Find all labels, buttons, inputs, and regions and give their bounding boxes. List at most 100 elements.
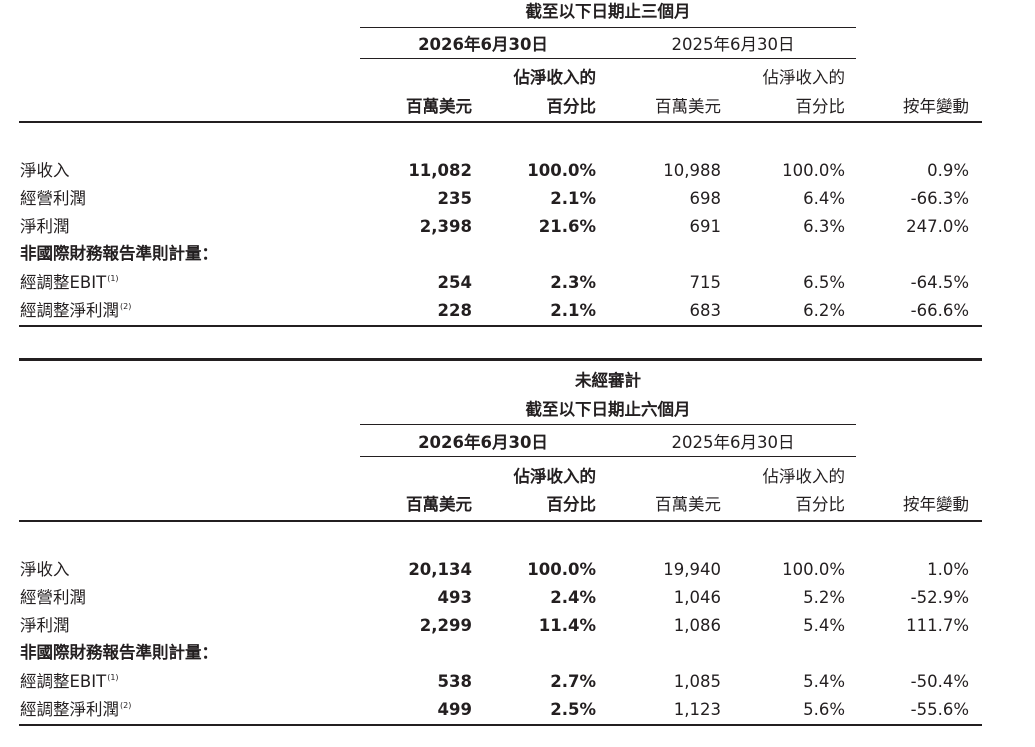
cur-amount: 2,299 xyxy=(419,616,472,635)
cur-pct-header-line1: 佔淨收入的 xyxy=(513,467,597,486)
row-label: 經調整EBIT(1) xyxy=(20,672,119,691)
prior-pct: 5.2% xyxy=(803,588,845,607)
prior-amount: 1,123 xyxy=(673,700,721,719)
cur-amount: 2,398 xyxy=(419,217,472,236)
current-date-header: 2026年6月30日 xyxy=(418,35,548,54)
footnote-ref: (2) xyxy=(120,701,132,710)
cur-amount: 11,082 xyxy=(408,161,472,180)
footnote-ref: (1) xyxy=(107,274,119,283)
cur-amount-header: 百萬美元 xyxy=(406,97,472,116)
prior-amount: 1,086 xyxy=(673,616,721,635)
cur-amount: 254 xyxy=(437,273,472,292)
row-label-text: 經調整淨利潤 xyxy=(20,700,119,719)
prior-date-header: 2025年6月30日 xyxy=(671,35,795,54)
prior-pct: 6.3% xyxy=(803,217,845,236)
row-label: 經調整EBIT(1) xyxy=(20,273,119,292)
cur-pct: 11.4% xyxy=(538,616,596,635)
cur-amount: 20,134 xyxy=(408,560,472,579)
yoy-change: -55.6% xyxy=(910,700,969,719)
prior-pct-header-line2: 百分比 xyxy=(795,495,846,514)
cur-pct-header-line2: 百分比 xyxy=(546,495,597,514)
prior-pct: 5.4% xyxy=(803,616,845,635)
prior-pct: 100.0% xyxy=(782,161,845,180)
cur-amount: 493 xyxy=(437,588,472,607)
yoy-header: 按年變動 xyxy=(903,495,969,514)
cur-amount: 538 xyxy=(437,672,472,691)
divider xyxy=(360,424,856,425)
prior-amount: 683 xyxy=(689,301,722,320)
cur-pct: 2.1% xyxy=(550,301,596,320)
prior-pct: 6.4% xyxy=(803,189,845,208)
period-header: 截至以下日期止六個月 xyxy=(525,400,691,419)
row-label: 經營利潤 xyxy=(20,189,86,208)
row-label: 經調整淨利潤(2) xyxy=(20,301,132,320)
prior-amount: 10,988 xyxy=(663,161,721,180)
prior-amount: 698 xyxy=(689,189,722,208)
yoy-change: -52.9% xyxy=(910,588,969,607)
yoy-change: -50.4% xyxy=(910,672,969,691)
cur-pct-header-line1: 佔淨收入的 xyxy=(513,68,597,87)
header-rule xyxy=(19,520,982,522)
header-rule xyxy=(19,121,982,123)
cur-pct: 2.5% xyxy=(550,700,596,719)
row-label-text: 經調整淨利潤 xyxy=(20,301,119,320)
current-date-header: 2026年6月30日 xyxy=(418,433,548,452)
divider xyxy=(360,58,856,59)
prior-pct-header-line1: 佔淨收入的 xyxy=(762,467,846,486)
non-gaap-heading: 非國際財務報告準則計量： xyxy=(20,244,218,263)
prior-pct: 6.2% xyxy=(803,301,845,320)
row-label-text: 經調整EBIT xyxy=(20,672,107,691)
unaudited-label: 未經審計 xyxy=(575,371,641,390)
prior-date-header: 2025年6月30日 xyxy=(671,433,795,452)
footnote-ref: (1) xyxy=(107,673,119,682)
cur-pct: 2.4% xyxy=(550,588,596,607)
table-bottom-rule xyxy=(19,724,982,726)
table-bottom-rule xyxy=(19,325,982,327)
non-gaap-heading: 非國際財務報告準則計量： xyxy=(20,643,218,662)
prior-amount: 19,940 xyxy=(663,560,721,579)
yoy-change: -66.6% xyxy=(910,301,969,320)
divider xyxy=(360,27,856,28)
table-top-rule xyxy=(19,358,982,361)
row-label: 淨收入 xyxy=(20,560,70,579)
prior-pct-header-line1: 佔淨收入的 xyxy=(762,68,846,87)
prior-amount: 715 xyxy=(689,273,722,292)
prior-pct: 6.5% xyxy=(803,273,845,292)
cur-pct: 100.0% xyxy=(527,161,596,180)
yoy-change: 1.0% xyxy=(927,560,969,579)
prior-pct: 100.0% xyxy=(782,560,845,579)
yoy-change: 111.7% xyxy=(906,616,969,635)
prior-pct: 5.4% xyxy=(803,672,845,691)
yoy-change: 0.9% xyxy=(927,161,969,180)
yoy-change: -66.3% xyxy=(910,189,969,208)
prior-amount: 1,046 xyxy=(673,588,721,607)
row-label: 經營利潤 xyxy=(20,588,86,607)
cur-amount-header: 百萬美元 xyxy=(406,495,472,514)
cur-pct: 2.3% xyxy=(550,273,596,292)
prior-amount: 691 xyxy=(689,217,722,236)
row-label: 經調整淨利潤(2) xyxy=(20,700,132,719)
cur-amount: 235 xyxy=(437,189,472,208)
yoy-header: 按年變動 xyxy=(903,97,969,116)
prior-amount-header: 百萬美元 xyxy=(655,97,721,116)
prior-amount-header: 百萬美元 xyxy=(655,495,721,514)
row-label: 淨利潤 xyxy=(20,616,70,635)
prior-amount: 1,085 xyxy=(673,672,721,691)
cur-pct-header-line2: 百分比 xyxy=(546,97,597,116)
row-label: 淨收入 xyxy=(20,161,70,180)
cur-amount: 499 xyxy=(437,700,472,719)
cur-pct: 21.6% xyxy=(538,217,596,236)
cur-pct: 100.0% xyxy=(527,560,596,579)
row-label-text: 經調整EBIT xyxy=(20,273,107,292)
prior-pct-header-line2: 百分比 xyxy=(795,97,846,116)
cur-pct: 2.7% xyxy=(550,672,596,691)
yoy-change: 247.0% xyxy=(906,217,969,236)
period-header: 截至以下日期止三個月 xyxy=(525,2,691,21)
yoy-change: -64.5% xyxy=(910,273,969,292)
footnote-ref: (2) xyxy=(120,302,132,311)
cur-amount: 228 xyxy=(437,301,472,320)
cur-pct: 2.1% xyxy=(550,189,596,208)
divider xyxy=(360,456,856,457)
prior-pct: 5.6% xyxy=(803,700,845,719)
row-label: 淨利潤 xyxy=(20,217,70,236)
